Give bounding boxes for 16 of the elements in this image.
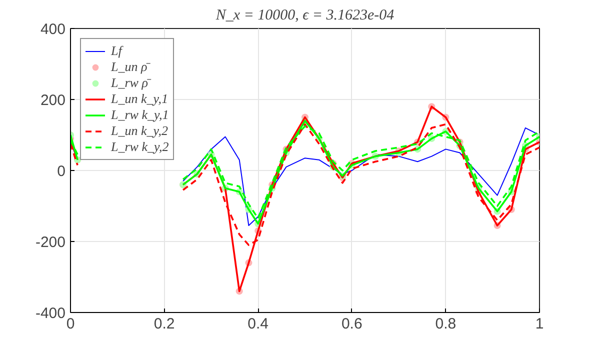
- chart-title: N_x = 10000, ϵ = 3.1623e-04: [214, 8, 395, 24]
- legend-label: Lf: [111, 43, 124, 59]
- legend-label: L_un k_y,2: [111, 123, 168, 139]
- y-tick-label: 400: [40, 21, 66, 38]
- y-tick-label: 200: [40, 92, 66, 109]
- legend-label: L_rw k_y,1: [111, 107, 169, 123]
- legend-label: L_rw k_y,2: [111, 139, 169, 155]
- y-tick-label: -400: [35, 305, 66, 322]
- x-tick-label: 0.2: [154, 316, 175, 332]
- x-tick-label: 0.4: [248, 316, 269, 332]
- legend-label: L_un k_y,1: [111, 91, 168, 107]
- y-tick-label: -200: [35, 234, 66, 251]
- x-tick-label: 1: [535, 316, 544, 332]
- x-tick-label: 0.8: [435, 316, 456, 332]
- x-tick-label: 0.6: [341, 316, 362, 332]
- y-tick-label: 0: [57, 163, 66, 180]
